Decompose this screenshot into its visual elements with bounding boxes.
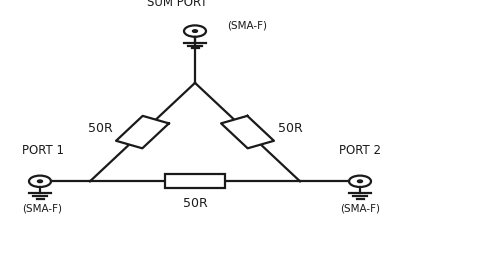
Text: 50R: 50R bbox=[182, 197, 208, 210]
Polygon shape bbox=[221, 116, 274, 148]
Text: (SMA-F): (SMA-F) bbox=[340, 203, 380, 213]
Text: PORT 1: PORT 1 bbox=[22, 144, 64, 157]
Circle shape bbox=[38, 180, 43, 183]
Polygon shape bbox=[116, 116, 169, 148]
Bar bbox=[165, 174, 225, 189]
Circle shape bbox=[192, 30, 198, 32]
Text: (SMA-F): (SMA-F) bbox=[228, 20, 268, 30]
Text: 50R: 50R bbox=[278, 122, 302, 135]
Circle shape bbox=[358, 180, 362, 183]
Text: SUM PORT: SUM PORT bbox=[147, 0, 208, 9]
Text: 50R: 50R bbox=[88, 122, 112, 135]
Text: PORT 2: PORT 2 bbox=[339, 144, 381, 157]
Text: (SMA-F): (SMA-F) bbox=[22, 203, 62, 213]
